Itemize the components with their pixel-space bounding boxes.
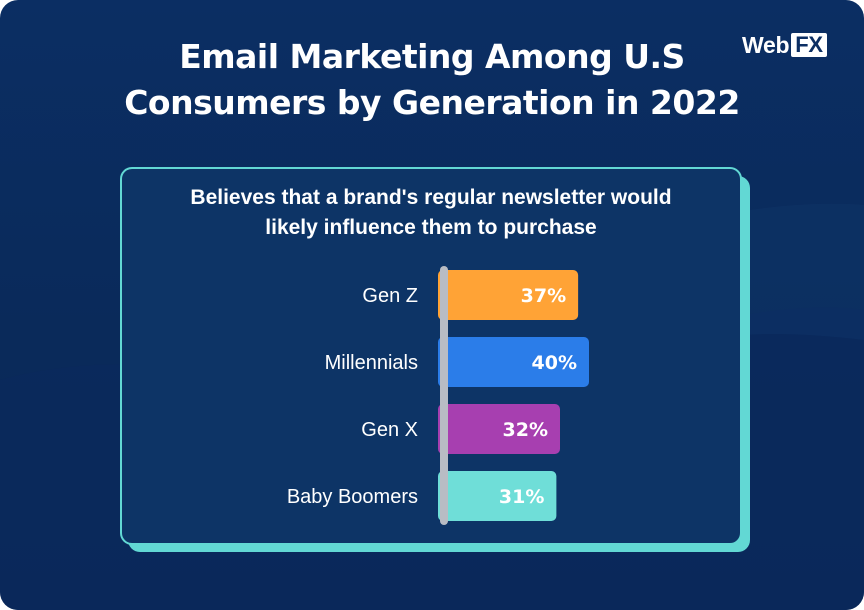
bar-gen-z	[438, 270, 579, 320]
chart-subtitle-line-2: likely influence them to purchase	[265, 216, 597, 239]
chart-title-line-1: Email Marketing Among U.S	[179, 37, 685, 76]
bar-chart: Gen Z 37% Millennials 40% Gen X 32% Baby Boome…	[287, 266, 589, 525]
bar-gen-x	[438, 404, 560, 454]
bar-baby-boomers	[438, 471, 557, 521]
logo-web-text: Web	[742, 31, 790, 58]
bar-millennials	[438, 337, 589, 387]
data-label: 32%	[503, 419, 548, 441]
logo-fx-text: FX	[791, 33, 827, 57]
chart-subtitle: Believes that a brand's regular newslett…	[122, 183, 740, 243]
category-label: Millennials	[325, 352, 418, 374]
data-label: 31%	[499, 486, 544, 508]
data-label: 40%	[532, 352, 577, 374]
category-label: Baby Boomers	[287, 486, 418, 508]
y-axis-line	[440, 266, 448, 525]
category-label: Gen Z	[362, 285, 418, 307]
chart-subtitle-line-1: Believes that a brand's regular newslett…	[190, 186, 672, 209]
chart-panel: Believes that a brand's regular newslett…	[120, 167, 742, 545]
category-label: Gen X	[361, 419, 418, 441]
webfx-logo: Web FX	[742, 32, 827, 58]
data-label: 37%	[521, 285, 566, 307]
chart-title: Email Marketing Among U.S Consumers by G…	[0, 34, 864, 126]
chart-title-line-2: Consumers by Generation in 2022	[124, 83, 740, 122]
